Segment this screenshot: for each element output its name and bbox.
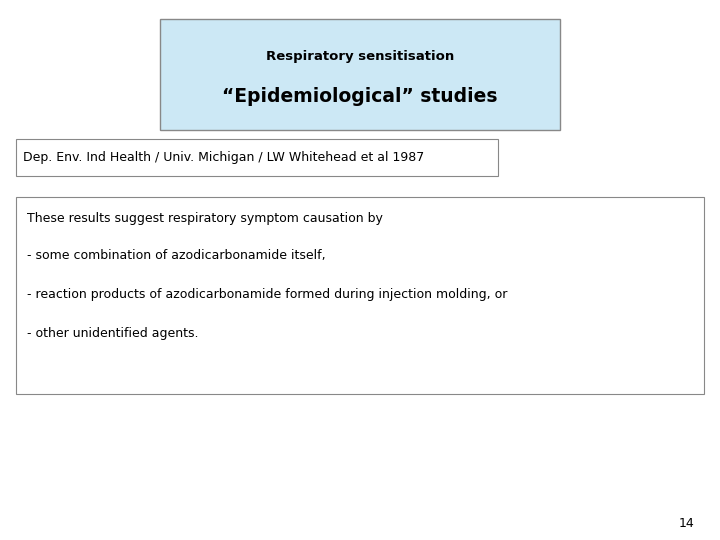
Text: - other unidentified agents.: - other unidentified agents. — [27, 327, 199, 340]
Text: - reaction products of azodicarbonamide formed during injection molding, or: - reaction products of azodicarbonamide … — [27, 288, 508, 301]
Text: “Epidemiological” studies: “Epidemiological” studies — [222, 86, 498, 106]
FancyBboxPatch shape — [160, 19, 560, 130]
Text: Dep. Env. Ind Health / Univ. Michigan / LW Whitehead et al 1987: Dep. Env. Ind Health / Univ. Michigan / … — [23, 151, 424, 164]
Text: Respiratory sensitisation: Respiratory sensitisation — [266, 50, 454, 63]
FancyBboxPatch shape — [16, 139, 498, 176]
Text: - some combination of azodicarbonamide itself,: - some combination of azodicarbonamide i… — [27, 249, 326, 262]
FancyBboxPatch shape — [16, 197, 704, 394]
Text: 14: 14 — [679, 517, 695, 530]
Text: These results suggest respiratory symptom causation by: These results suggest respiratory sympto… — [27, 212, 383, 225]
